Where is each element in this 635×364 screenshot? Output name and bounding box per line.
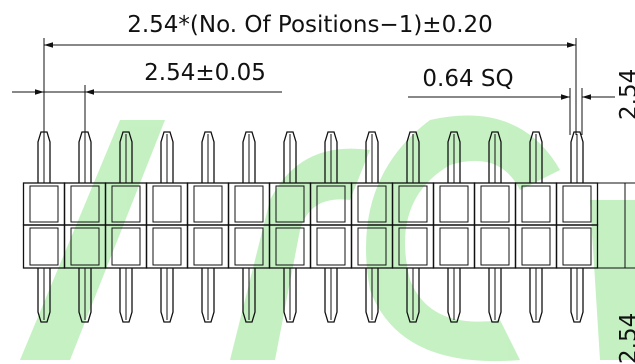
housing-inner (70, 227, 100, 266)
pin (324, 268, 338, 323)
housing-inner (275, 227, 305, 266)
housing-inner (29, 185, 59, 223)
pin (324, 131, 338, 183)
pin (529, 131, 543, 183)
pin (488, 131, 502, 183)
housing-inner (111, 185, 141, 223)
pin (570, 268, 584, 323)
pin (119, 268, 133, 323)
pin (447, 131, 461, 183)
housing-inner (439, 227, 469, 266)
pin (242, 268, 256, 323)
row-pitch: 2.54 (616, 313, 635, 364)
pin (529, 268, 543, 323)
dimensions (12, 38, 635, 269)
housing-inner (357, 185, 387, 223)
header-body (22, 131, 599, 323)
housing-inner (275, 185, 305, 223)
housing-inner (357, 227, 387, 266)
pin (160, 131, 174, 183)
housing-inner (521, 227, 551, 266)
housing-inner (111, 227, 141, 266)
housing-inner (480, 185, 510, 223)
housing-inner (152, 227, 182, 266)
housing-inner (193, 185, 223, 223)
overall-length: 2.54*(No. Of Positions−1)±0.20 (127, 12, 493, 38)
pin (201, 268, 215, 323)
housing-inner (398, 227, 428, 266)
pin (406, 268, 420, 323)
housing-inner (234, 185, 264, 223)
housing-inner (562, 227, 592, 266)
watermark (20, 115, 635, 362)
pin (78, 268, 92, 323)
housing-inner (439, 185, 469, 223)
pin (119, 131, 133, 183)
housing-inner (316, 185, 346, 223)
housing-inner (316, 227, 346, 266)
pin (488, 268, 502, 323)
housing-inner (193, 227, 223, 266)
pin (201, 131, 215, 183)
pin-size: 0.64 SQ (422, 66, 513, 92)
housing-inner (70, 185, 100, 223)
housing-inner (234, 227, 264, 266)
pin (160, 268, 174, 323)
pitch: 2.54±0.05 (144, 60, 266, 86)
housing-inner (29, 227, 59, 266)
pin (283, 131, 297, 183)
row-pitch: 2.54 (616, 69, 635, 120)
pin (570, 131, 584, 183)
pin (365, 268, 379, 323)
housing-inner (562, 185, 592, 223)
pin (283, 268, 297, 323)
pin (406, 131, 420, 183)
pin (447, 268, 461, 323)
pin (365, 131, 379, 183)
housing-inner (480, 227, 510, 266)
housing-inner (521, 185, 551, 223)
housing-inner (398, 185, 428, 223)
pin (242, 131, 256, 183)
pin (37, 268, 51, 323)
housing-inner (152, 185, 182, 223)
